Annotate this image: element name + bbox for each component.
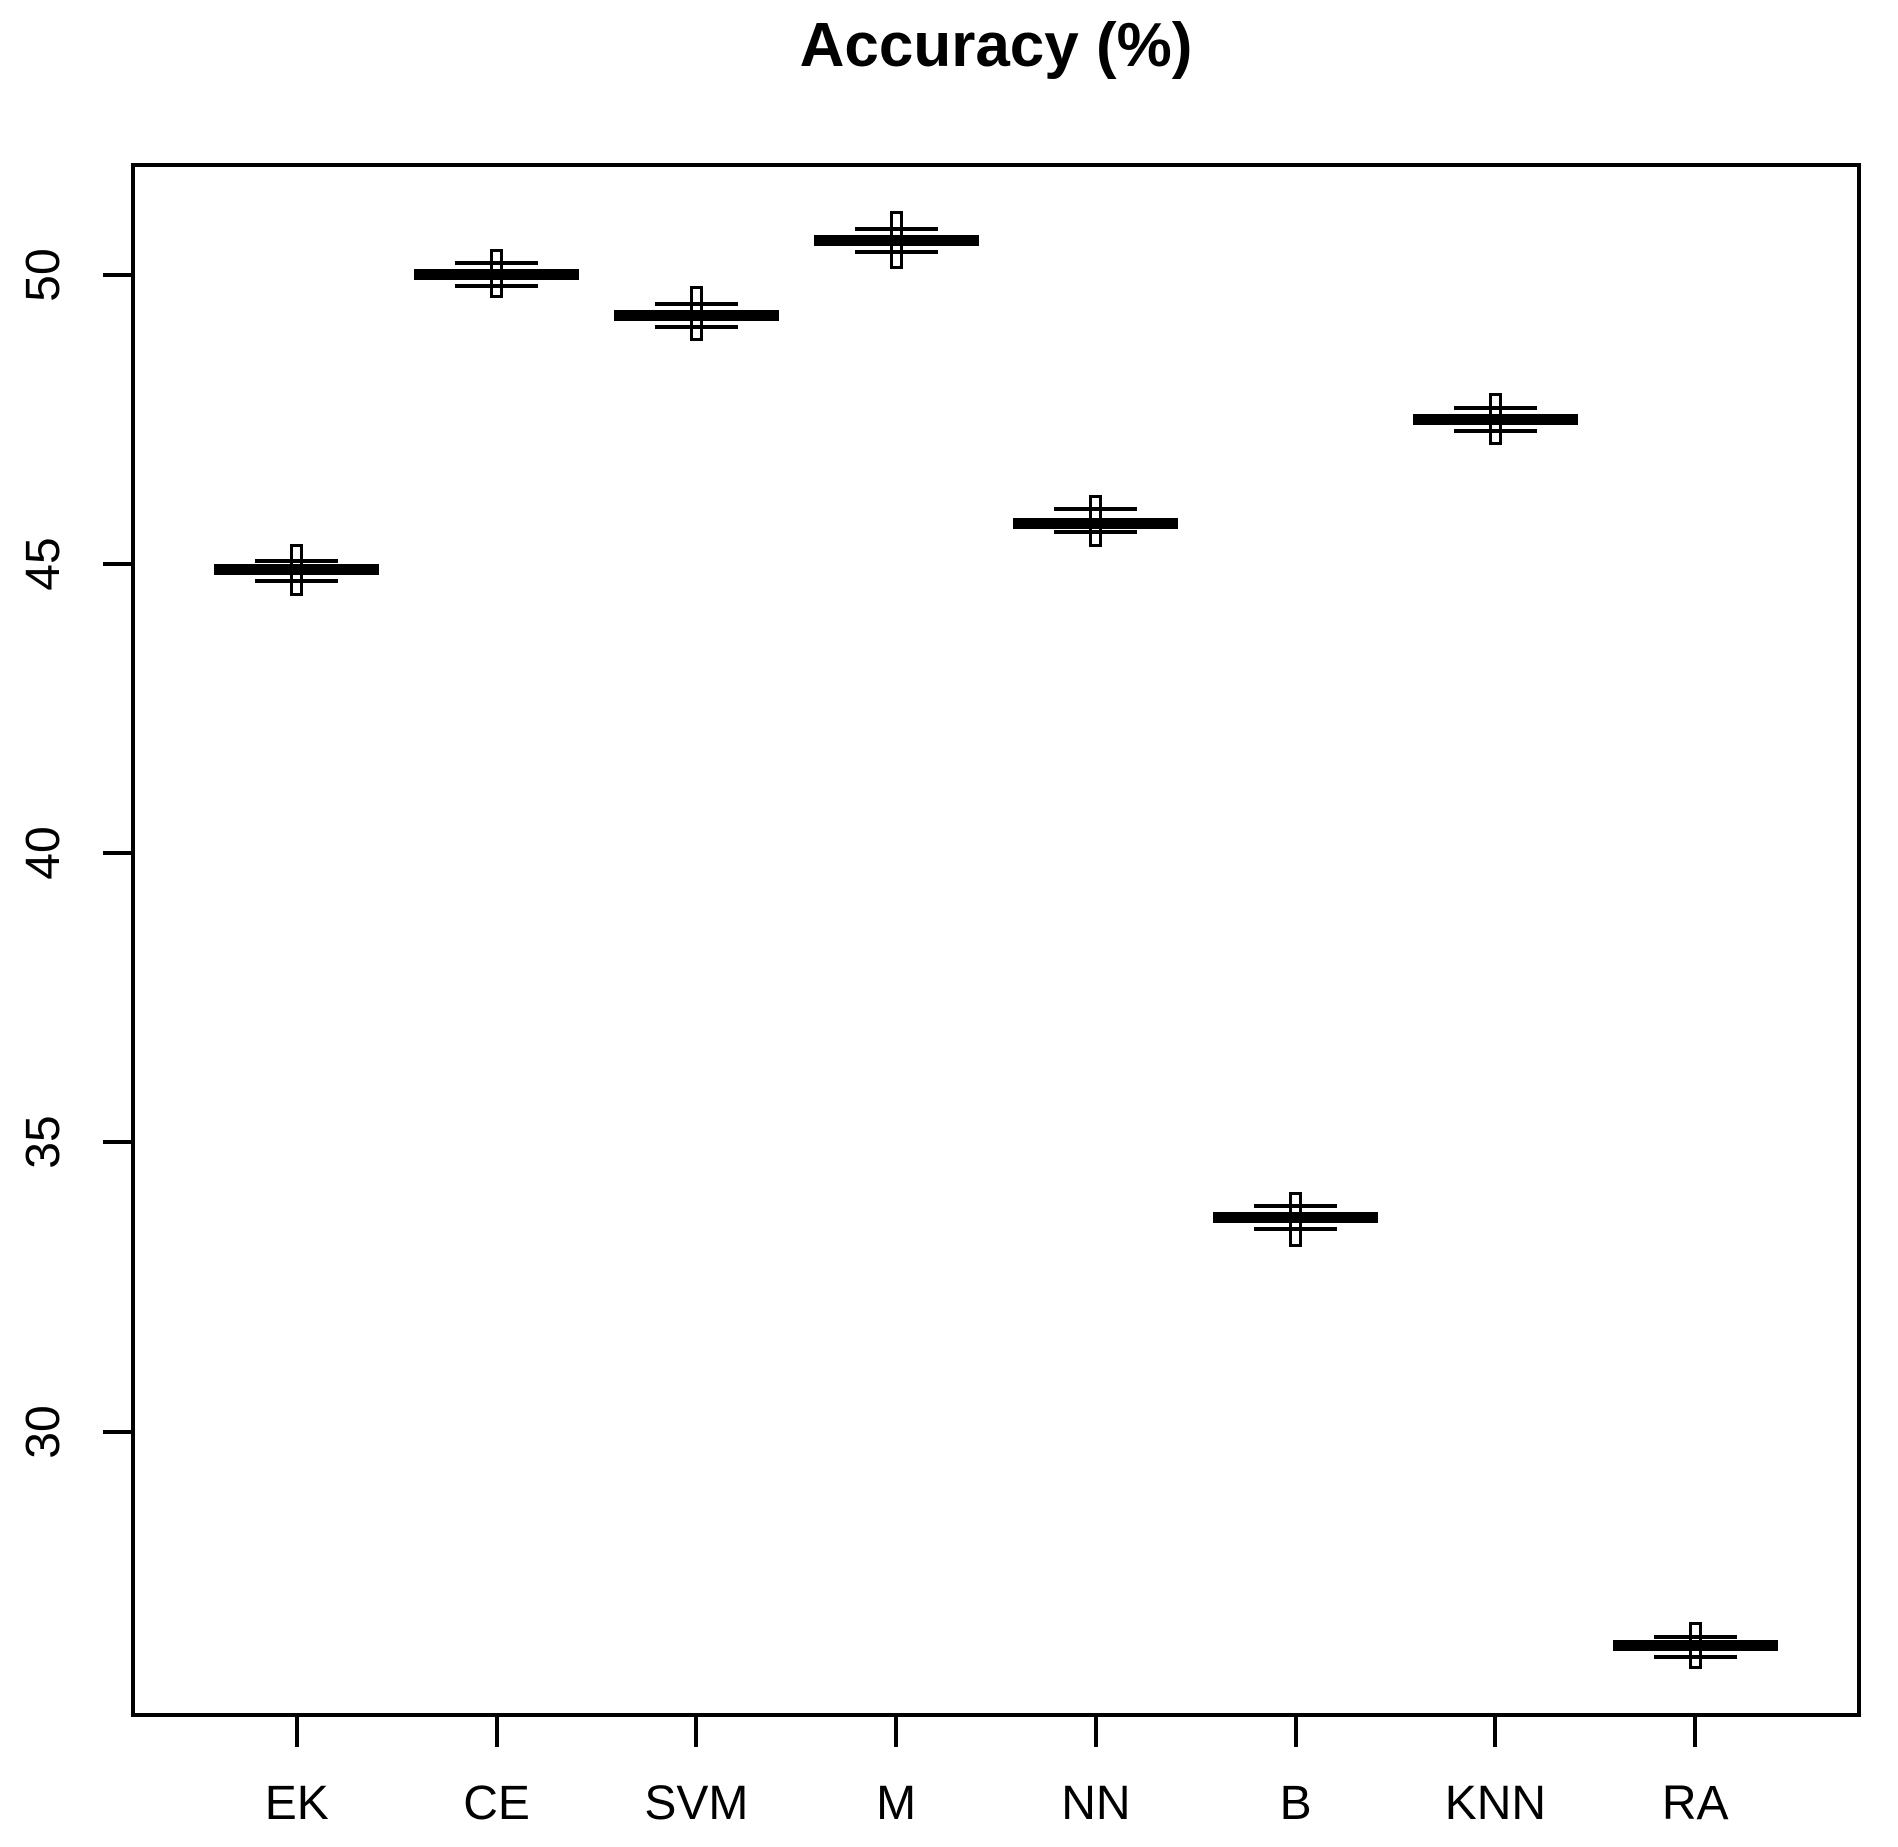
boxplot-EK-upper-quartile-line: [255, 559, 339, 564]
x-axis-tick: [1693, 1715, 1698, 1747]
x-axis-tick-label: CE: [463, 1777, 530, 1830]
boxplot-SVM-lower-quartile-line: [654, 324, 738, 329]
boxplot-M-upper-quartile-line: [854, 226, 938, 231]
boxplot-M-lower-quartile-line: [854, 249, 938, 254]
x-axis-tick-label: NN: [1061, 1777, 1131, 1830]
chart-title: Accuracy (%): [799, 11, 1193, 80]
boxplot-KNN-lower-quartile-line: [1453, 429, 1537, 434]
x-axis-tick: [294, 1715, 299, 1747]
y-axis-tick: [103, 851, 133, 856]
plot-area: [131, 163, 1861, 1717]
boxplot-CE-lower-quartile-line: [455, 284, 539, 289]
x-axis-tick-label: M: [876, 1777, 917, 1830]
boxplot-B-upper-quartile-line: [1254, 1204, 1338, 1209]
x-axis-tick-label: RA: [1661, 1777, 1729, 1830]
boxplot-CE-median-bar: [414, 269, 580, 281]
x-axis-tick-label: EK: [264, 1777, 329, 1830]
x-axis-tick: [1493, 1715, 1498, 1747]
boxplot-SVM-median-bar: [613, 309, 779, 321]
boxplot-RA-lower-quartile-line: [1653, 1655, 1737, 1660]
boxplot-KNN-median-bar: [1412, 413, 1578, 425]
boxplot-M-median-bar: [813, 234, 979, 246]
y-axis-tick: [103, 1140, 133, 1145]
boxplot-EK-median-bar: [214, 564, 380, 576]
boxplot-KNN-upper-quartile-line: [1453, 405, 1537, 410]
y-axis-tick-label: 40: [17, 826, 70, 880]
boxplot-EK-lower-quartile-line: [255, 579, 339, 584]
boxplot-B-lower-quartile-line: [1254, 1227, 1338, 1232]
boxplot-NN-upper-quartile-line: [1054, 507, 1138, 512]
y-axis-tick-label: 45: [17, 537, 70, 591]
y-axis-tick: [103, 562, 133, 567]
x-axis-tick: [1093, 1715, 1098, 1747]
x-axis-tick-label: KNN: [1444, 1777, 1547, 1830]
x-axis-tick-label: SVM: [644, 1777, 749, 1830]
boxplot-RA-upper-quartile-line: [1653, 1634, 1737, 1639]
y-axis-tick-label: 35: [17, 1115, 70, 1170]
y-axis-tick: [103, 1429, 133, 1434]
x-axis-tick: [694, 1715, 699, 1747]
boxplot-SVM-upper-quartile-line: [654, 301, 738, 306]
boxplot-B-median-bar: [1213, 1212, 1379, 1224]
x-axis-tick: [494, 1715, 499, 1747]
x-axis-tick: [894, 1715, 899, 1747]
y-axis-tick-label: 30: [17, 1404, 70, 1459]
x-axis-tick: [1293, 1715, 1298, 1747]
boxplot-CE-upper-quartile-line: [455, 261, 539, 266]
y-axis-tick-label: 50: [17, 248, 70, 302]
boxplot-RA-median-bar: [1612, 1640, 1778, 1652]
boxplot-NN-median-bar: [1013, 518, 1179, 530]
boxplot-NN-lower-quartile-line: [1054, 530, 1138, 535]
y-axis-tick: [103, 272, 133, 277]
x-axis-tick-label: B: [1279, 1777, 1312, 1830]
